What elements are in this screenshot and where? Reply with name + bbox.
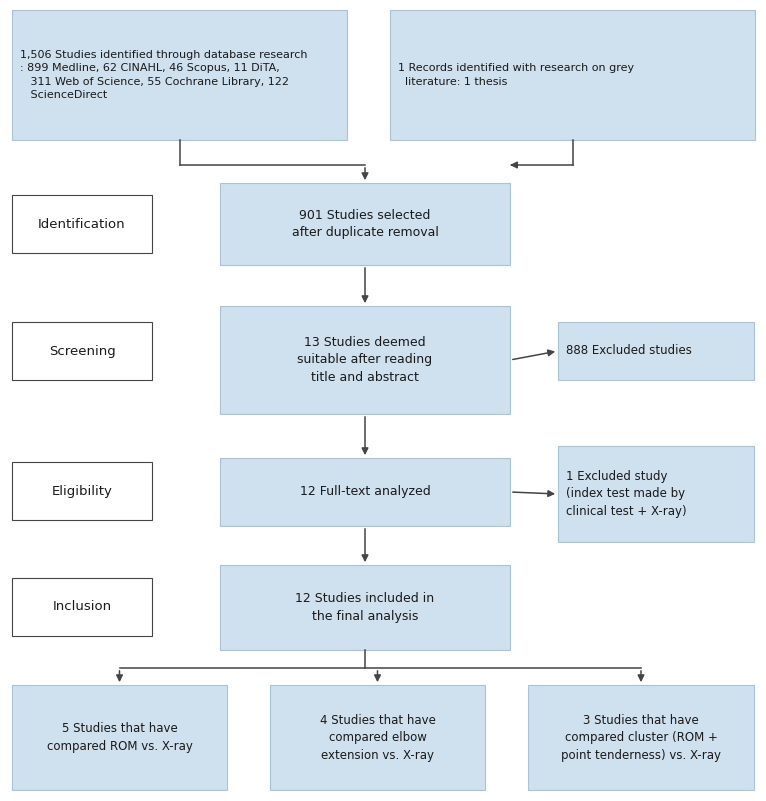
FancyBboxPatch shape	[12, 322, 152, 380]
FancyBboxPatch shape	[12, 685, 227, 790]
Text: 12 Full-text analyzed: 12 Full-text analyzed	[300, 485, 430, 498]
FancyBboxPatch shape	[528, 685, 754, 790]
Text: Screening: Screening	[48, 344, 116, 357]
Text: Eligibility: Eligibility	[51, 485, 113, 497]
FancyBboxPatch shape	[12, 10, 347, 140]
Text: 12 Studies included in
the final analysis: 12 Studies included in the final analysi…	[296, 592, 434, 622]
FancyBboxPatch shape	[220, 458, 510, 526]
FancyBboxPatch shape	[558, 322, 754, 380]
Text: 1 Records identified with research on grey
  literature: 1 thesis: 1 Records identified with research on gr…	[398, 63, 634, 87]
Text: 4 Studies that have
compared elbow
extension vs. X-ray: 4 Studies that have compared elbow exten…	[319, 714, 435, 762]
FancyBboxPatch shape	[390, 10, 755, 140]
FancyBboxPatch shape	[220, 565, 510, 650]
Text: Identification: Identification	[38, 218, 126, 231]
FancyBboxPatch shape	[270, 685, 485, 790]
FancyBboxPatch shape	[220, 306, 510, 414]
Text: 1,506 Studies identified through database research
: 899 Medline, 62 CINAHL, 46 : 1,506 Studies identified through databas…	[20, 50, 307, 100]
FancyBboxPatch shape	[12, 195, 152, 253]
Text: 1 Excluded study
(index test made by
clinical test + X-ray): 1 Excluded study (index test made by cli…	[566, 470, 686, 518]
FancyBboxPatch shape	[220, 183, 510, 265]
Text: 3 Studies that have
compared cluster (ROM +
point tenderness) vs. X-ray: 3 Studies that have compared cluster (RO…	[561, 714, 721, 762]
Text: 888 Excluded studies: 888 Excluded studies	[566, 344, 692, 357]
Text: Inclusion: Inclusion	[52, 601, 112, 614]
FancyBboxPatch shape	[12, 578, 152, 636]
FancyBboxPatch shape	[12, 462, 152, 520]
Text: 13 Studies deemed
suitable after reading
title and abstract: 13 Studies deemed suitable after reading…	[297, 336, 433, 384]
FancyBboxPatch shape	[558, 446, 754, 542]
Text: 5 Studies that have
compared ROM vs. X-ray: 5 Studies that have compared ROM vs. X-r…	[47, 723, 192, 753]
Text: 901 Studies selected
after duplicate removal: 901 Studies selected after duplicate rem…	[292, 209, 438, 239]
